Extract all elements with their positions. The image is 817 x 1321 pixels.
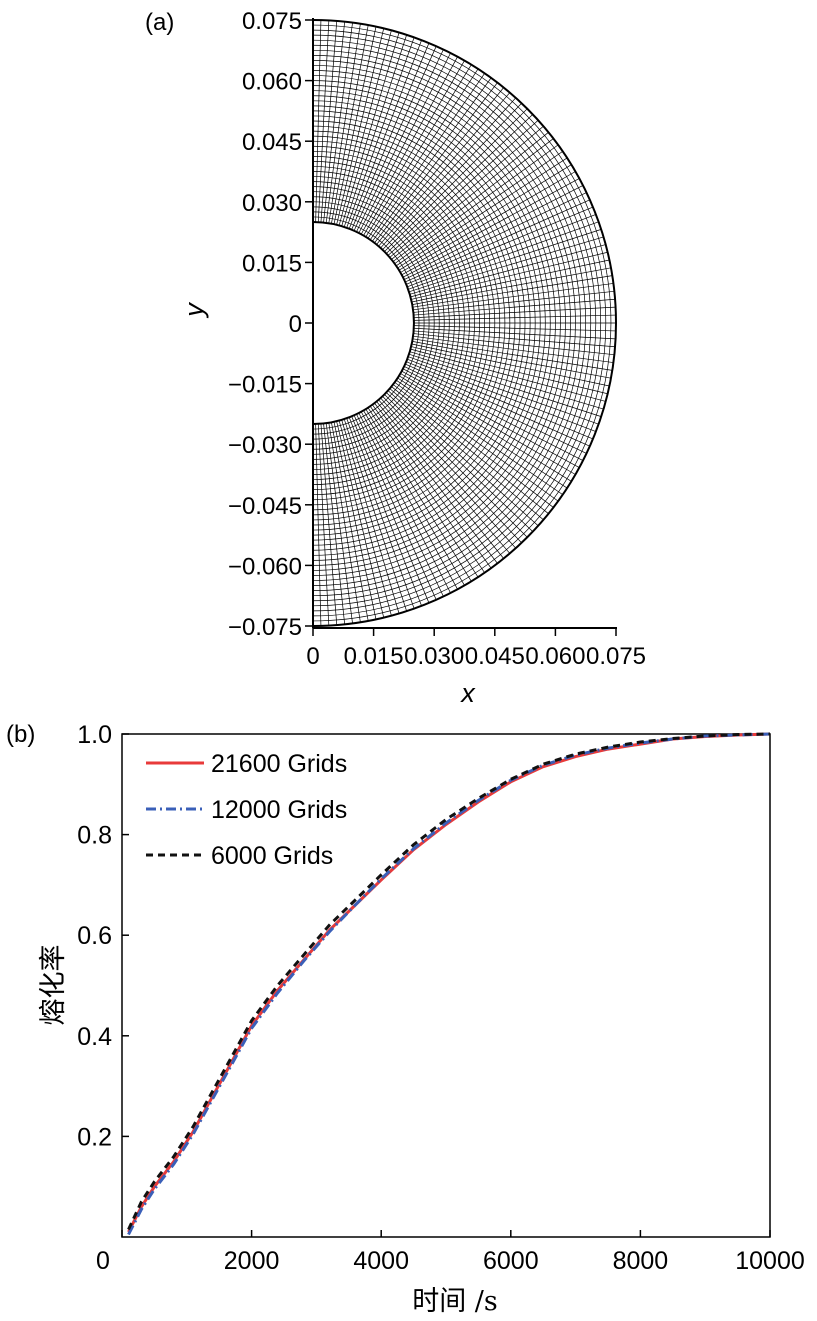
y-tick-label: −0.015 xyxy=(228,372,302,399)
legend-label-0: 21600 Grids xyxy=(211,750,347,778)
y-tick-label: 0.6 xyxy=(77,922,112,950)
mesh-outer-boundary xyxy=(312,19,617,627)
x-tick-label: 0.060 xyxy=(525,643,585,670)
legend-label-1: 12000 Grids xyxy=(211,796,347,824)
x-tick-label: 0 xyxy=(96,1247,110,1275)
x-tick-label: 2000 xyxy=(224,1247,280,1275)
y-tick-label: 1.0 xyxy=(77,721,112,749)
y-tick-label: −0.045 xyxy=(228,493,302,520)
y-tick-label: 0.2 xyxy=(77,1123,112,1151)
y-tick-label: 0.060 xyxy=(242,69,302,96)
x-tick-label: 0.030 xyxy=(404,643,464,670)
panel-a-mesh-plot: (a) 0.0750.0600.0450.0300.0150−0.015−0.0… xyxy=(145,8,646,708)
series-lines xyxy=(127,732,771,1236)
panel-b-ticks: 0.2 0.4 0.6 0.8 1.0 0 2000 4000 6000 8000 10000 xyxy=(77,721,805,1275)
plot-frame xyxy=(121,733,771,1238)
y-tick-label: 0.075 xyxy=(242,8,302,35)
panel-a-x-axis-label: x xyxy=(459,678,476,708)
y-tick-label: 0.4 xyxy=(77,1023,112,1051)
panel-b-x-axis-label: 时间 /s xyxy=(412,1286,498,1317)
y-tick-label: 0 xyxy=(289,311,302,338)
x-tick-label: 0.045 xyxy=(465,643,525,670)
y-tick-label: −0.075 xyxy=(228,614,302,641)
legend: 21600 Grids 12000 Grids 6000 Grids xyxy=(146,750,347,870)
x-tick-label: 4000 xyxy=(353,1247,409,1275)
x-tick-label: 8000 xyxy=(613,1247,669,1275)
panel-b-line-chart: (b) 0.2 0.4 0.6 0.8 1.0 0 2000 4000 6000 8000 1000… xyxy=(6,721,805,1317)
legend-label-2: 6000 Grids xyxy=(211,842,333,870)
y-tick-label: 0.015 xyxy=(242,250,302,277)
x-tick-label: 0.075 xyxy=(586,643,646,670)
y-tick-label: 0.030 xyxy=(242,190,302,217)
mesh-inner-boundary xyxy=(312,221,415,425)
y-tick-label: 0.8 xyxy=(77,822,112,850)
y-tick-label: −0.030 xyxy=(228,432,302,459)
panel-b-label: (b) xyxy=(6,721,35,748)
x-tick-label: 0 xyxy=(306,643,319,670)
x-tick-label: 0.015 xyxy=(344,643,404,670)
panel-a-label: (a) xyxy=(145,9,174,36)
y-tick-label: 0.045 xyxy=(242,129,302,156)
panel-a-ticks: 0.0750.0600.0450.0300.0150−0.015−0.030−0… xyxy=(228,8,646,670)
x-tick-label: 10000 xyxy=(735,1247,805,1275)
panel-b-y-axis-label: 熔化率 xyxy=(38,945,69,1026)
mesh-grid xyxy=(312,19,617,627)
y-tick-label: −0.060 xyxy=(228,553,302,580)
series-line-2 xyxy=(127,732,771,1231)
panel-a-y-axis-label: y xyxy=(179,302,209,319)
x-tick-label: 6000 xyxy=(483,1247,539,1275)
